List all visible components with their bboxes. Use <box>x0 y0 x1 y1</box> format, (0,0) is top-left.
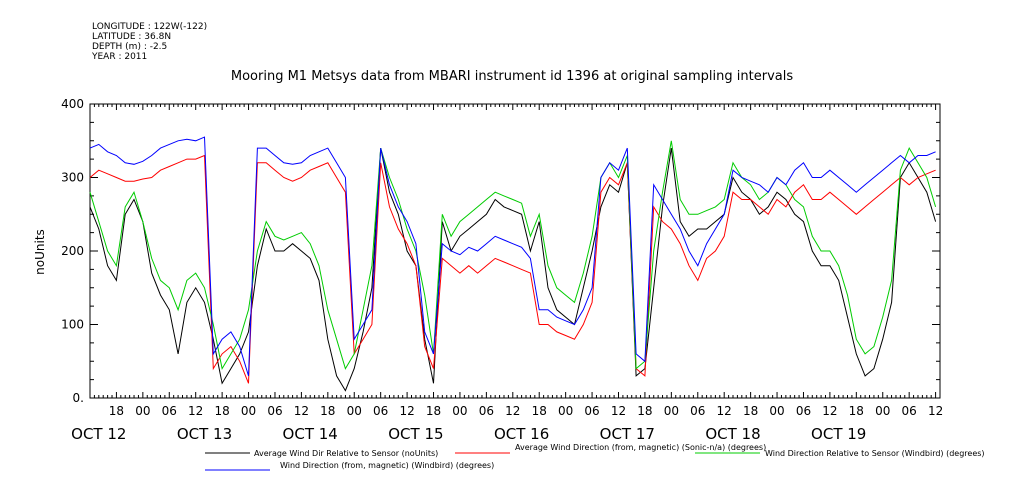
x-tick-label: 00 <box>875 404 890 418</box>
x-tick-label: 06 <box>690 404 705 418</box>
depth-label: DEPTH (m) : -2.5 <box>92 42 168 52</box>
latitude-label: LATITUDE : 36.8N <box>92 32 172 42</box>
y-axis-label: noUnits <box>33 229 47 275</box>
x-tick-label: 12 <box>822 404 837 418</box>
x-tick-label: 06 <box>479 404 494 418</box>
x-tick-label: 12 <box>928 404 943 418</box>
x-tick-label: 18 <box>426 404 441 418</box>
y-axis: 0. 100 200 300 400 <box>61 97 940 405</box>
x-day-label: OCT 16 <box>494 425 549 443</box>
x-tick-label: 12 <box>399 404 414 418</box>
x-day-label: OCT 12 <box>71 425 126 443</box>
legend-label-0: Average Wind Dir Relative to Sensor (noU… <box>254 449 438 458</box>
x-tick-label: 00 <box>347 404 362 418</box>
x-tick-label: 18 <box>214 404 229 418</box>
y-tick-label: 100 <box>61 318 84 332</box>
x-day-label: OCT 19 <box>811 425 866 443</box>
series-line-1 <box>89 154 936 384</box>
x-day-label: OCT 14 <box>283 425 338 443</box>
legend: Average Wind Dir Relative to Sensor (noU… <box>205 443 985 471</box>
x-day-label: OCT 15 <box>388 425 443 443</box>
x-tick-label: 18 <box>109 404 124 418</box>
x-tick-label: 00 <box>135 404 150 418</box>
x-tick-label: 18 <box>320 404 335 418</box>
x-tick-label: 00 <box>452 404 467 418</box>
x-tick-label: 12 <box>505 404 520 418</box>
x-tick-label: 12 <box>611 404 626 418</box>
x-tick-label: 06 <box>796 404 811 418</box>
legend-label-3: Wind Direction (from, magnetic) (Windbir… <box>280 461 494 470</box>
year-label: YEAR : 2011 <box>92 52 148 62</box>
x-tick-label: 06 <box>902 404 917 418</box>
y-tick-label: 200 <box>61 244 84 258</box>
x-tick-label: 00 <box>558 404 573 418</box>
x-tick-label: 12 <box>188 404 203 418</box>
x-tick-label: 18 <box>637 404 652 418</box>
chart-title: Mooring M1 Metsys data from MBARI instru… <box>231 69 793 84</box>
x-tick-label: 06 <box>584 404 599 418</box>
x-tick-label: 18 <box>532 404 547 418</box>
x-axis: 18 00 06 12 18 00 06 12 18 00 06 12 18 00 06 12 18 00 06 12… <box>71 104 943 443</box>
x-tick-label: 12 <box>294 404 309 418</box>
x-tick-label: 06 <box>267 404 282 418</box>
legend-label-2: Wind Direction Relative to Sensor (Windb… <box>765 449 985 458</box>
x-day-label: OCT 17 <box>600 425 655 443</box>
metadata-header: LONGITUDE : 122W(-122) LATITUDE : 36.8N … <box>92 22 207 62</box>
legend-label-1: Average Wind Direction (from, magnetic) … <box>515 443 766 452</box>
x-day-label: OCT 13 <box>177 425 232 443</box>
x-tick-label: 06 <box>162 404 177 418</box>
x-tick-label: 18 <box>849 404 864 418</box>
series-line-3 <box>89 136 936 377</box>
x-tick-label: 00 <box>241 404 256 418</box>
plot-area <box>89 136 937 392</box>
series-line-0 <box>89 148 937 392</box>
y-tick-label: 300 <box>61 171 84 185</box>
series-line-2 <box>89 140 937 370</box>
x-tick-label: 00 <box>664 404 679 418</box>
x-day-label: OCT 18 <box>705 425 760 443</box>
y-tick-label: 400 <box>61 97 84 111</box>
x-tick-label: 06 <box>373 404 388 418</box>
x-tick-label: 18 <box>743 404 758 418</box>
x-tick-label: 00 <box>769 404 784 418</box>
y-tick-label: 0. <box>73 391 84 405</box>
longitude-label: LONGITUDE : 122W(-122) <box>92 22 208 32</box>
x-tick-label: 12 <box>717 404 732 418</box>
